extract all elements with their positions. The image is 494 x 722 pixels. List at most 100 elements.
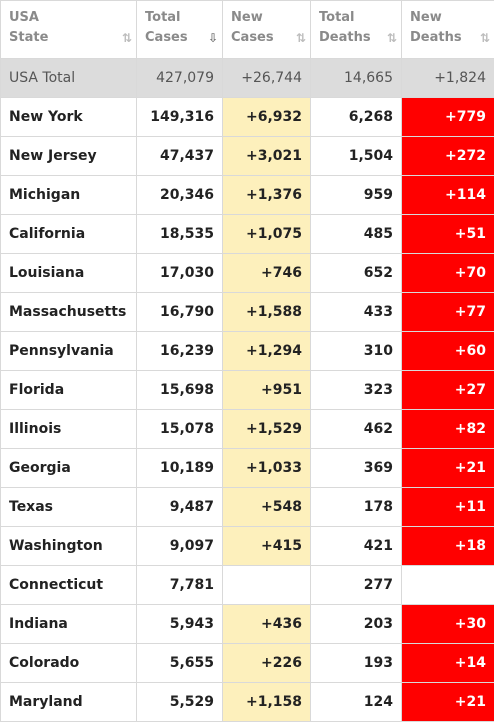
state-name-cell[interactable]: Indiana <box>1 605 137 644</box>
new-deaths-cell: +14 <box>402 644 494 683</box>
new-cases-cell <box>223 566 311 605</box>
total-deaths-cell: 277 <box>311 566 402 605</box>
header-total-deaths[interactable]: Total Deaths ⇅ <box>311 1 402 59</box>
new-cases-cell: +3,021 <box>223 137 311 176</box>
state-name-cell[interactable]: Maryland <box>1 683 137 722</box>
new-cases-cell: +1,376 <box>223 176 311 215</box>
total-deaths-cell: 310 <box>311 332 402 371</box>
total-deaths-cell: 959 <box>311 176 402 215</box>
sort-icon[interactable]: ⇅ <box>480 28 488 48</box>
total-cases-cell: 5,529 <box>137 683 223 722</box>
new-deaths-cell: +30 <box>402 605 494 644</box>
new-cases-cell: +226 <box>223 644 311 683</box>
state-name-cell[interactable]: Georgia <box>1 449 137 488</box>
header-total-cases-line1: Total <box>145 8 214 28</box>
state-name-cell[interactable]: Illinois <box>1 410 137 449</box>
total-state-cell: USA Total <box>1 59 137 98</box>
new-cases-cell: +1,033 <box>223 449 311 488</box>
total-deaths-cell: 1,504 <box>311 137 402 176</box>
new-cases-cell: +548 <box>223 488 311 527</box>
total-cases-cell: 5,655 <box>137 644 223 683</box>
header-state[interactable]: USA State ⇅ <box>1 1 137 59</box>
total-new-cases-cell: +26,744 <box>223 59 311 98</box>
header-total-deaths-line1: Total <box>319 8 393 28</box>
state-name-cell[interactable]: Massachusetts <box>1 293 137 332</box>
new-cases-cell: +6,932 <box>223 98 311 137</box>
total-cases-cell: 16,790 <box>137 293 223 332</box>
state-name-cell[interactable]: Louisiana <box>1 254 137 293</box>
total-cases-cell: 5,943 <box>137 605 223 644</box>
total-cases-cell: 9,487 <box>137 488 223 527</box>
new-deaths-cell: +114 <box>402 176 494 215</box>
sort-descending-icon[interactable]: ⇩ <box>208 28 216 48</box>
total-new-deaths-cell: +1,824 <box>402 59 494 98</box>
total-deaths-cell: 193 <box>311 644 402 683</box>
header-total-deaths-line2: Deaths <box>319 28 393 48</box>
state-name-cell[interactable]: Florida <box>1 371 137 410</box>
state-name-cell[interactable]: Pennsylvania <box>1 332 137 371</box>
total-cases-cell: 18,535 <box>137 215 223 254</box>
total-deaths-cell: 433 <box>311 293 402 332</box>
total-cases-cell: 17,030 <box>137 254 223 293</box>
new-deaths-cell: +18 <box>402 527 494 566</box>
state-name-cell[interactable]: California <box>1 215 137 254</box>
total-deaths-cell: 462 <box>311 410 402 449</box>
state-name-cell[interactable]: Connecticut <box>1 566 137 605</box>
total-deaths-cell: 652 <box>311 254 402 293</box>
total-cases-cell: 15,698 <box>137 371 223 410</box>
total-deaths-cell: 421 <box>311 527 402 566</box>
new-deaths-cell: +70 <box>402 254 494 293</box>
new-deaths-cell: +77 <box>402 293 494 332</box>
new-deaths-cell: +11 <box>402 488 494 527</box>
usa-total-row: USA Total 427,079 +26,744 14,665 +1,824 <box>1 59 494 98</box>
header-total-cases-line2: Cases <box>145 28 214 48</box>
header-total-cases[interactable]: Total Cases ⇩ <box>137 1 223 59</box>
header-new-cases[interactable]: New Cases ⇅ <box>223 1 311 59</box>
new-cases-cell: +1,588 <box>223 293 311 332</box>
state-name-cell[interactable]: Texas <box>1 488 137 527</box>
total-deaths-cell: 124 <box>311 683 402 722</box>
total-cases-cell: 427,079 <box>137 59 223 98</box>
total-deaths-cell: 323 <box>311 371 402 410</box>
state-name-cell[interactable]: New York <box>1 98 137 137</box>
header-state-line1: USA <box>9 8 128 28</box>
state-name-cell[interactable]: Colorado <box>1 644 137 683</box>
state-name-cell[interactable]: Washington <box>1 527 137 566</box>
new-deaths-cell: +21 <box>402 449 494 488</box>
new-deaths-cell: +51 <box>402 215 494 254</box>
new-deaths-cell: +82 <box>402 410 494 449</box>
total-cases-cell: 7,781 <box>137 566 223 605</box>
sort-icon[interactable]: ⇅ <box>296 28 304 48</box>
header-new-deaths[interactable]: New Deaths ⇅ <box>402 1 494 59</box>
new-cases-cell: +1,294 <box>223 332 311 371</box>
total-cases-cell: 16,239 <box>137 332 223 371</box>
state-name-cell[interactable]: Michigan <box>1 176 137 215</box>
header-new-cases-line2: Cases <box>231 28 302 48</box>
new-deaths-cell <box>402 566 494 605</box>
total-deaths-cell: 485 <box>311 215 402 254</box>
total-cases-cell: 149,316 <box>137 98 223 137</box>
total-deaths-cell: 14,665 <box>311 59 402 98</box>
header-new-deaths-line2: Deaths <box>410 28 486 48</box>
sort-icon[interactable]: ⇅ <box>387 28 395 48</box>
new-cases-cell: +746 <box>223 254 311 293</box>
new-deaths-cell: +27 <box>402 371 494 410</box>
total-cases-cell: 15,078 <box>137 410 223 449</box>
state-name-cell[interactable]: New Jersey <box>1 137 137 176</box>
total-deaths-cell: 369 <box>311 449 402 488</box>
sort-icon[interactable]: ⇅ <box>122 28 130 48</box>
new-deaths-cell: +779 <box>402 98 494 137</box>
total-deaths-cell: 203 <box>311 605 402 644</box>
header-new-deaths-line1: New <box>410 8 486 28</box>
header-new-cases-line1: New <box>231 8 302 28</box>
